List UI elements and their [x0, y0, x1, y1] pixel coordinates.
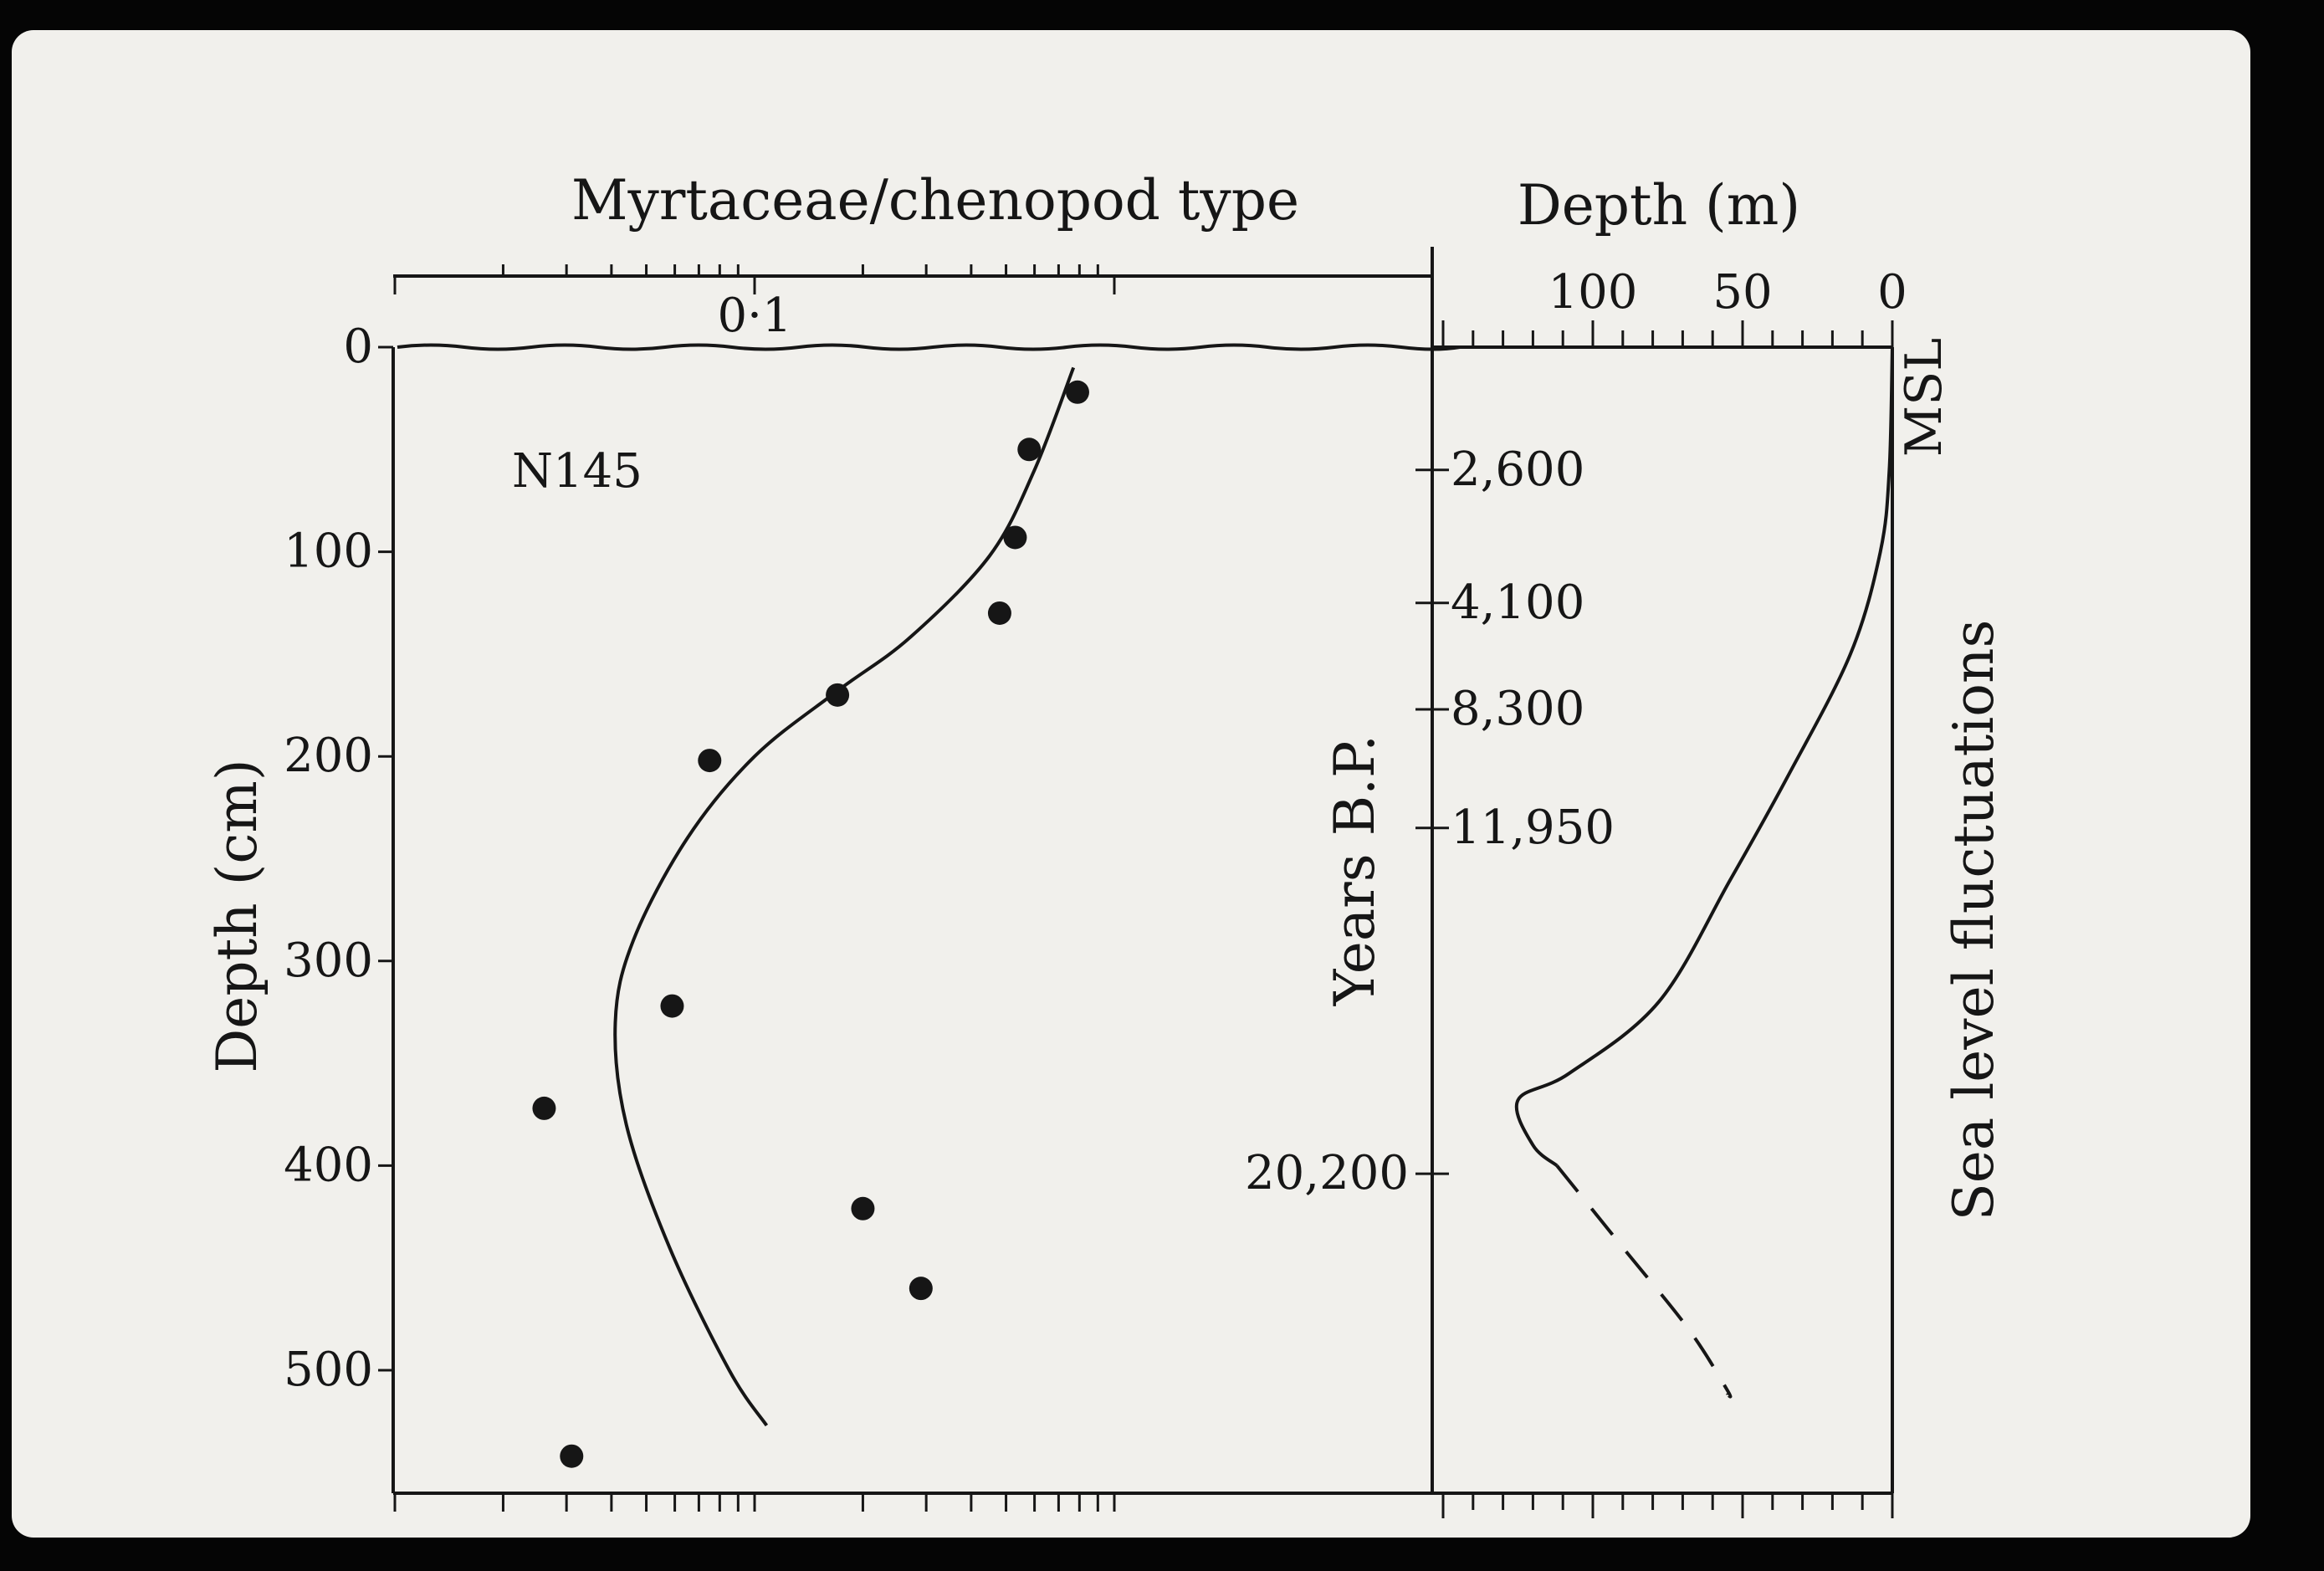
- data-point: [1017, 438, 1042, 462]
- year-label: 4,100: [1451, 576, 1584, 630]
- left-y-tick-label: 300: [284, 934, 373, 988]
- data-point: [1065, 380, 1089, 404]
- data-point: [909, 1277, 933, 1301]
- core-label: N145: [512, 444, 642, 499]
- year-label: 8,300: [1451, 682, 1584, 736]
- depth-m-tick-label: 100: [1548, 265, 1638, 320]
- year-label: 11,950: [1451, 801, 1615, 855]
- data-point: [698, 749, 722, 773]
- left-y-axis-title: Depth (cm): [205, 759, 269, 1072]
- left-chart-title: Myrtaceae/chenopod type: [571, 168, 1299, 233]
- left-y-tick-label: 200: [284, 729, 373, 783]
- depth-m-tick-label: 0: [1877, 265, 1907, 320]
- data-point: [660, 994, 684, 1018]
- left-y-tick-label: 400: [284, 1138, 373, 1192]
- data-point: [987, 601, 1011, 625]
- msl-label: MSL: [1895, 338, 1953, 457]
- right-x-axis-title: Depth (m): [1518, 173, 1800, 238]
- left-y-tick-label: 500: [284, 1343, 373, 1397]
- slide-card: [12, 30, 2250, 1538]
- right-chart-title: Sea level fluctuations: [1942, 620, 2006, 1221]
- right-y-axis-title: Years B.P.: [1323, 734, 1387, 1006]
- marks-layer: [532, 346, 1894, 1468]
- data-point: [560, 1444, 584, 1468]
- x-tick-label-0.1: 0·1: [717, 289, 791, 343]
- fit-curve: [613, 366, 1076, 1427]
- data-point: [826, 683, 850, 707]
- year-label: 20,200: [1245, 1146, 1409, 1200]
- left-y-tick-label: 0: [343, 320, 373, 374]
- data-point: [532, 1096, 556, 1120]
- year-label: 2,600: [1451, 443, 1584, 497]
- data-point: [1003, 525, 1027, 550]
- sea-level-curve-dashed: [1555, 1164, 1733, 1399]
- left-y-tick-label: 100: [284, 525, 373, 579]
- sea-level-curve: [1514, 346, 1894, 1167]
- depth-m-tick-label: 50: [1712, 265, 1772, 320]
- surface-line: [397, 343, 1461, 351]
- data-point: [851, 1196, 875, 1220]
